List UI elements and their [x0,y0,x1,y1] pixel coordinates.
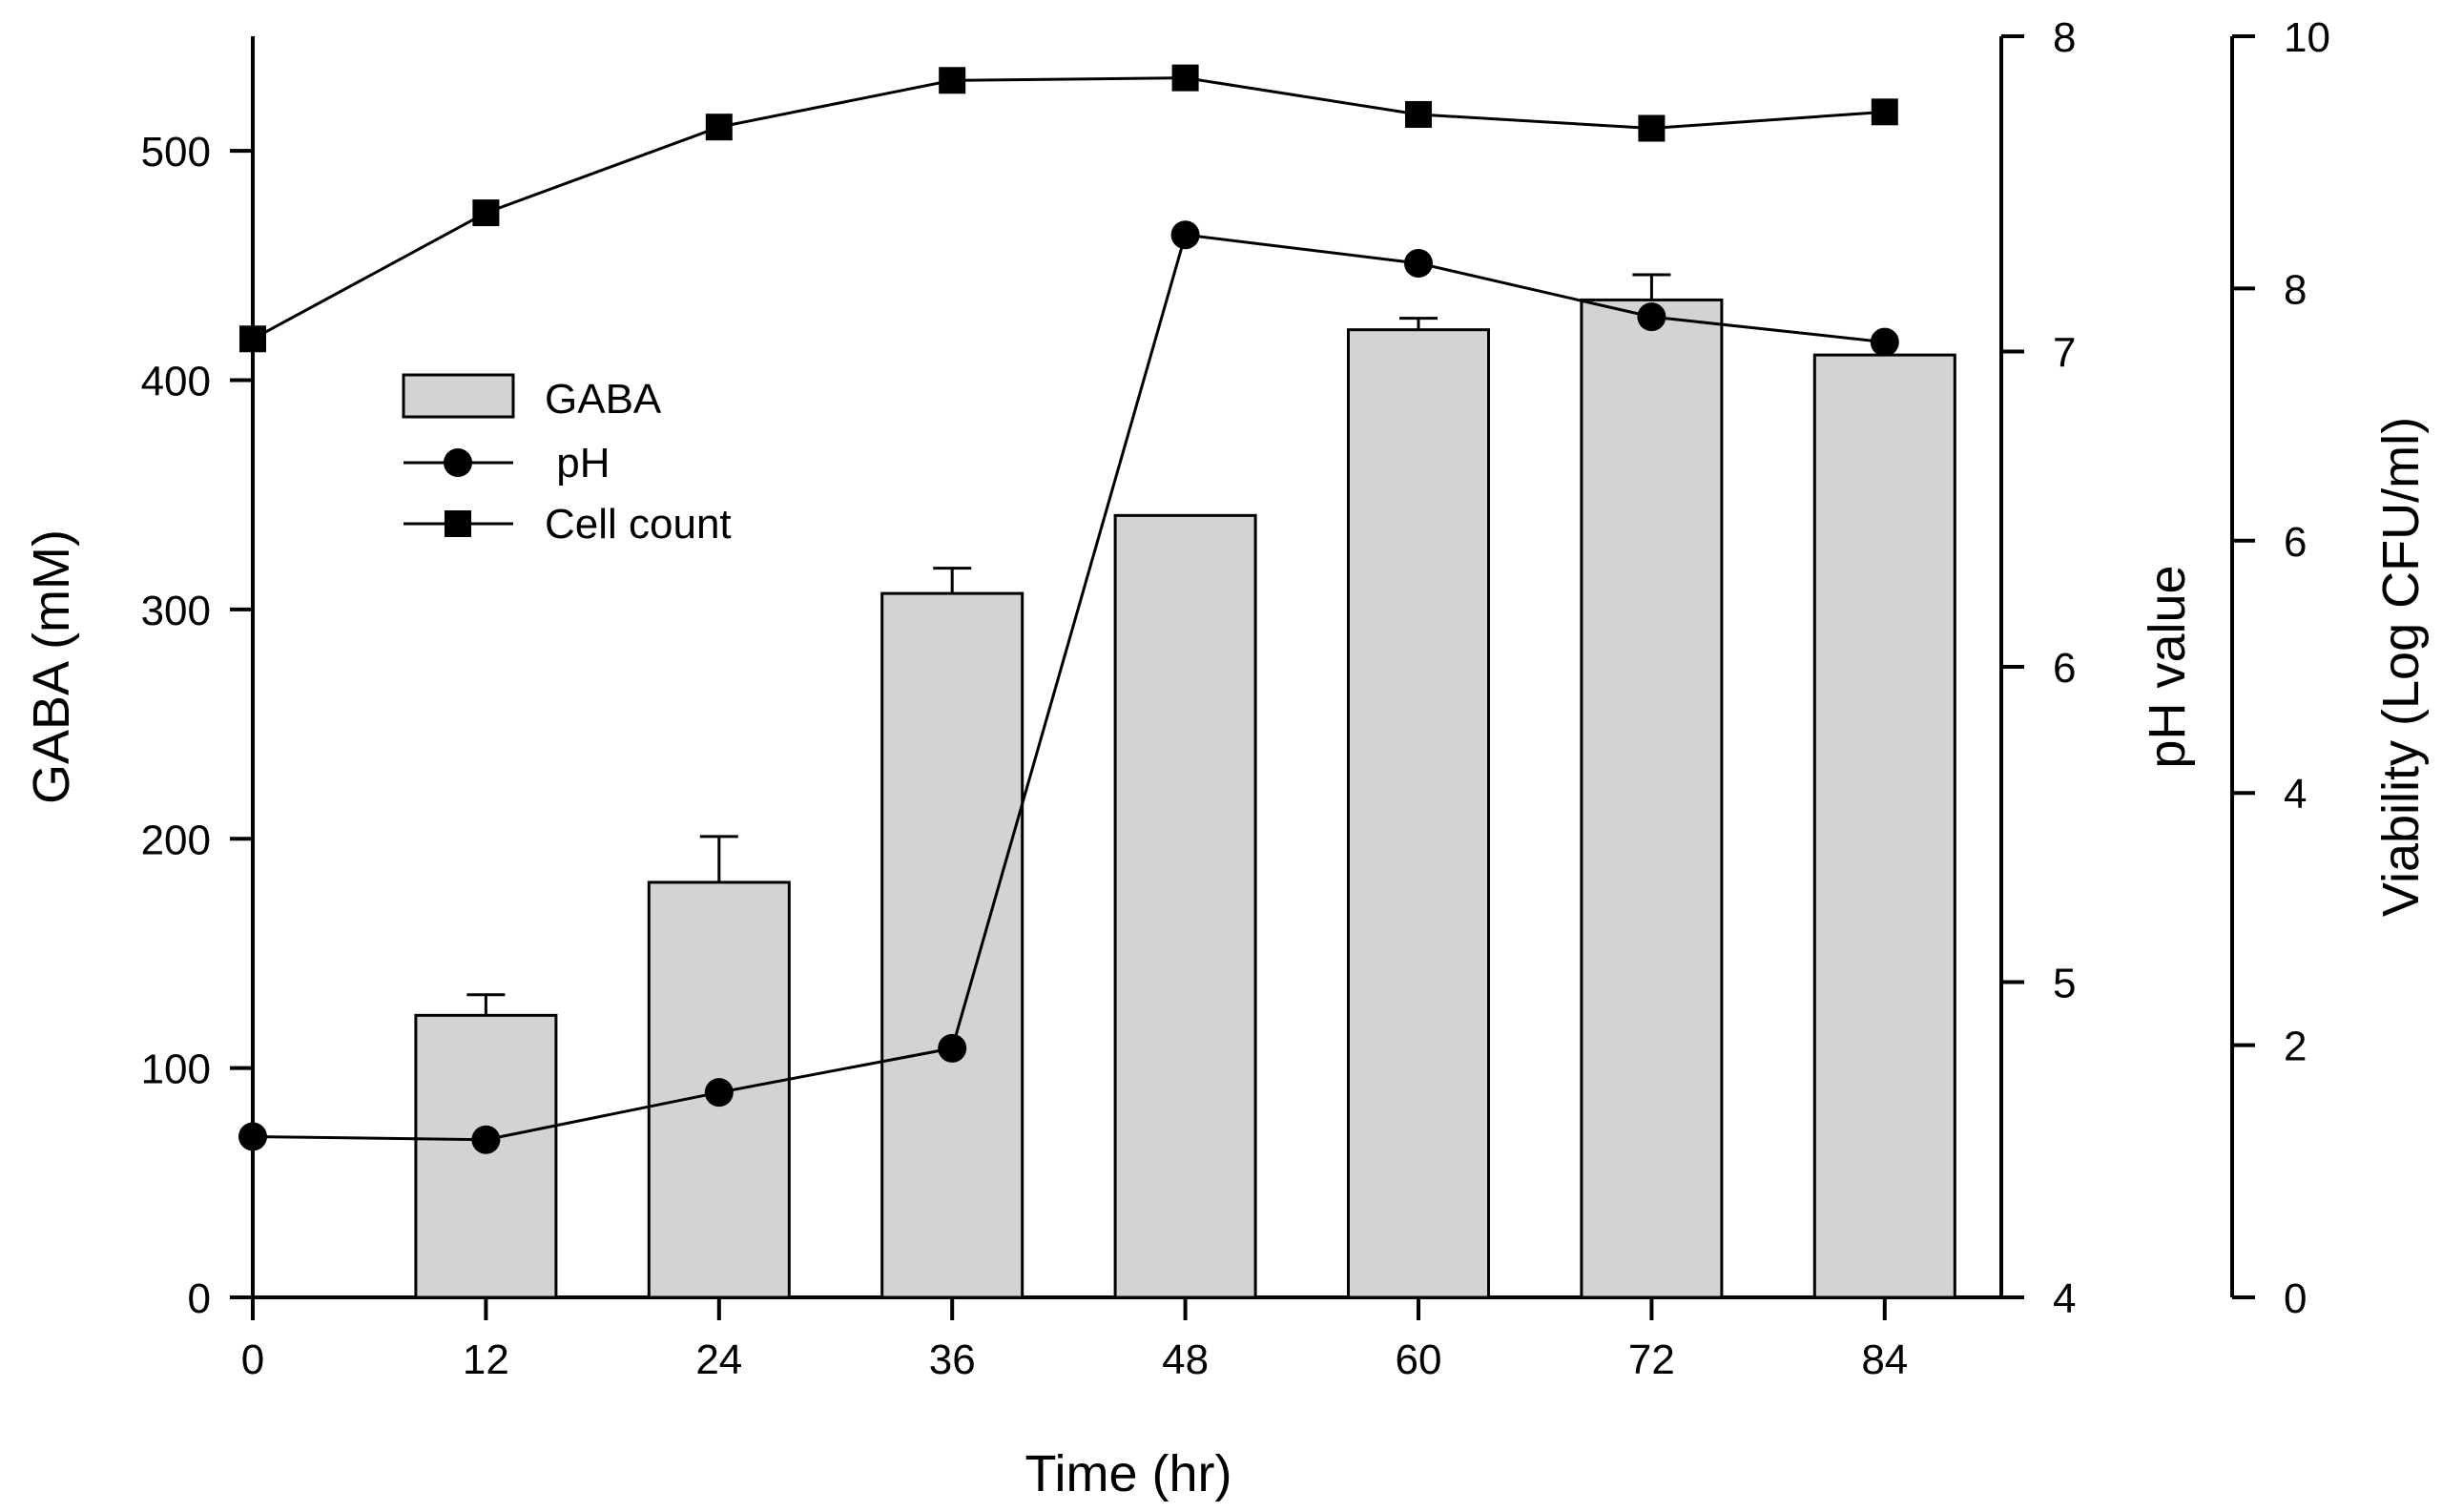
ph-point [238,1122,267,1151]
gaba-bar [1812,353,1956,1299]
left-tick-label: 0 [188,1275,211,1322]
legend-cell-marker [445,510,471,537]
right1-axis-title: pH value [2139,565,2196,768]
right2-tick-label: 6 [2284,519,2307,566]
legend-gaba-swatch [402,373,515,419]
legend-ph-label: pH [545,440,610,487]
gaba-bar [1347,328,1490,1299]
right1-tick-label: 6 [2053,645,2076,692]
axis-ticks: 0 12 24 36 48 60 72 840100200300400500456780246… [141,14,2330,1383]
right2-tick-label: 4 [2284,771,2307,818]
cell-count-point [239,325,266,353]
ph-line [252,233,1885,1142]
x-tick-label: 72 [1628,1336,1675,1383]
right1-tick-label: 4 [2053,1275,2076,1322]
left-tick-label: 300 [141,588,211,634]
right1-tick-label: 7 [2053,330,2076,377]
plot-area: 0 12 24 36 48 60 72 840100200300400500456780246… [141,14,2330,1383]
right1-tick-label: 5 [2053,961,2076,1007]
x-tick-label: 60 [1396,1336,1442,1383]
ph-point [1170,220,1200,250]
cell-count-point [1871,98,1898,126]
right1-tick-label: 8 [2053,14,2076,61]
x-tick-label: 12 [463,1336,509,1383]
cell-count-point [939,67,966,94]
cell-count-point [1405,100,1432,128]
x-axis-title: Time (hr) [1025,1445,1232,1502]
right2-tick-label: 0 [2284,1275,2307,1322]
series-lines [252,76,1885,1142]
ph-point [1637,302,1666,332]
ph-point [471,1125,501,1154]
legend-cell-label: Cell count [545,501,732,548]
ph-point [938,1033,967,1063]
cell-count-point [1638,114,1666,142]
left-axis-title: GABA (mM) [23,529,80,804]
x-tick-label: 48 [1162,1336,1209,1383]
gaba-bar [1580,298,1724,1299]
cell-count-line [252,76,1885,341]
gaba-bar [1113,513,1257,1299]
x-tick-label: 84 [1861,1336,1908,1383]
right2-axis-title: Viability (Log CFU/ml) [2372,417,2430,917]
right2-tick-label: 10 [2284,14,2330,61]
left-tick-label: 500 [141,129,211,176]
gaba-bars [414,298,1956,1299]
ph-point [1404,248,1433,278]
x-tick-label: 24 [695,1336,742,1383]
gaba-bar [414,1013,558,1299]
right2-tick-label: 8 [2284,266,2307,313]
right2-tick-label: 2 [2284,1024,2307,1070]
series-markers [238,64,1899,1154]
x-tick-label: 0 [241,1336,264,1383]
gaba-error-bars [466,273,1671,1016]
cell-count-point [1171,64,1199,92]
gaba-bar [880,591,1024,1299]
left-tick-label: 100 [141,1046,211,1093]
ph-point [704,1078,734,1108]
legend: GABA pH Cell count [402,373,732,548]
cell-count-point [472,199,500,227]
x-tick-label: 36 [929,1336,976,1383]
cell-count-point [705,114,733,141]
legend-ph-marker [444,448,472,477]
left-tick-label: 400 [141,359,211,405]
left-tick-label: 200 [141,817,211,863]
legend-gaba-label: GABA [545,376,662,423]
ph-point [1870,327,1899,357]
